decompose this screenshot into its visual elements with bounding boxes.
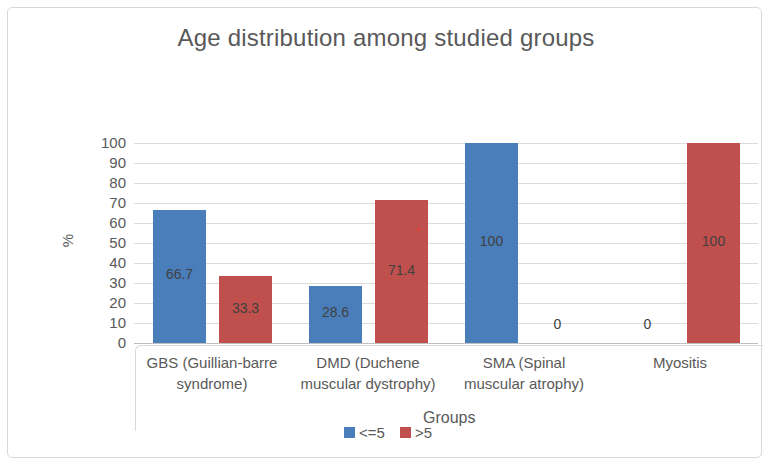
legend: <=5 >5 [344,424,432,441]
y-tick-label: 60 [72,214,126,232]
bar-data-label: 71.4 [375,262,428,278]
y-tick-label: 30 [72,274,126,292]
y-tick-label: 40 [72,254,126,272]
y-tick-label: 90 [72,154,126,172]
gridline [134,163,758,164]
legend-label-le5: <=5 [359,424,385,441]
gridline [134,263,758,264]
gridline [134,203,758,204]
gridline [134,243,758,244]
gridline [134,223,758,224]
x-axis-title: Groups [423,409,475,427]
bar-data-label: 0 [531,316,584,332]
y-tick-label: 0 [72,334,126,352]
bar-data-label: 66.7 [153,266,206,282]
y-tick-label: 20 [72,294,126,312]
legend-swatch-le5 [344,427,355,438]
y-tick-label: 100 [72,134,126,152]
bar-data-label: 28.6 [309,304,362,320]
bar-data-label: 0 [621,316,674,332]
y-tick-label: 80 [72,174,126,192]
gridline [134,143,758,144]
stray-red-dot [417,228,420,231]
x-axis-line [134,343,758,344]
bar-data-label: 33.3 [219,300,272,316]
y-tick-label: 50 [72,234,126,252]
bar-data-label: 100 [465,233,518,249]
y-tick-label: 10 [72,314,126,332]
y-axis-title: % [59,225,76,257]
y-tick-label: 70 [72,194,126,212]
bar-data-label: 100 [687,233,740,249]
gridline [134,183,758,184]
legend-swatch-gt5 [400,427,411,438]
